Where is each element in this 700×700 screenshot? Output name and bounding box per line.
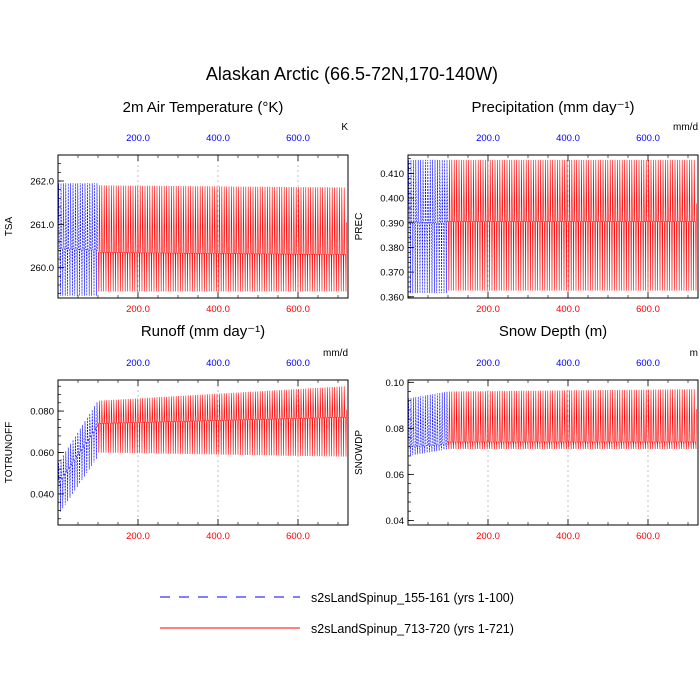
- series-line-runoff-1: [58, 402, 99, 512]
- y-axis-label-tsa: TSA: [4, 216, 15, 236]
- plot-area-runoff: [58, 386, 347, 512]
- plot-area-snowdp: [408, 389, 697, 456]
- top-tick-label-prec: 600.0: [636, 133, 660, 144]
- bottom-tick-label-prec: 600.0: [636, 304, 660, 315]
- y-tick-label-prec: 0.400: [380, 194, 404, 205]
- plot-area-prec: [408, 159, 697, 294]
- y-tick-label-snowdp: 0.06: [386, 470, 405, 481]
- bottom-tick-label-prec: 200.0: [476, 304, 500, 315]
- bottom-tick-label-runoff: 400.0: [206, 531, 230, 542]
- top-tick-label-runoff: 200.0: [126, 358, 150, 369]
- panel-title-prec: Precipitation (mm day⁻¹): [472, 99, 635, 116]
- legend-label-2: s2sLandSpinup_713-720 (yrs 1-721): [311, 622, 514, 636]
- series-line-runoff-2: [98, 386, 347, 457]
- units-label-snowdp: m: [690, 348, 698, 359]
- y-tick-label-snowdp: 0.10: [386, 378, 405, 389]
- panel-runoff: Runoff (mm day⁻¹) mm/d TOTRUNOFF 0.040 0.060…: [4, 323, 349, 542]
- y-axis-label-prec: PREC: [354, 213, 365, 241]
- top-tick-label-snowdp: 600.0: [636, 358, 660, 369]
- bottom-tick-label-runoff: 600.0: [286, 531, 310, 542]
- y-tick-label-tsa: 261.0: [30, 220, 54, 231]
- y-axis-label-runoff: TOTRUNOFF: [4, 422, 15, 483]
- y-tick-label-prec: 0.410: [380, 169, 404, 180]
- units-label-tsa: K: [341, 122, 348, 133]
- legend-label-1: s2sLandSpinup_155-161 (yrs 1-100): [311, 591, 514, 605]
- y-axis-label-snowdp: SNOWDP: [354, 430, 365, 475]
- y-tick-label-tsa: 262.0: [30, 177, 54, 188]
- series-line-prec-2: [448, 159, 697, 291]
- y-tick-label-runoff: 0.080: [30, 407, 54, 418]
- top-tick-label-prec: 200.0: [476, 133, 500, 144]
- y-tick-label-snowdp: 0.08: [386, 424, 405, 435]
- series-line-snowdp-1: [408, 391, 449, 456]
- panel-title-tsa: 2m Air Temperature (°K): [123, 99, 284, 116]
- legend: s2sLandSpinup_155-161 (yrs 1-100) s2sLand…: [160, 591, 514, 636]
- top-tick-label-snowdp: 400.0: [556, 358, 580, 369]
- bottom-tick-label-tsa: 400.0: [206, 304, 230, 315]
- plot-frame-snowdp: [407, 379, 699, 526]
- bottom-tick-label-tsa: 200.0: [126, 304, 150, 315]
- plot-frame-prec: [407, 154, 699, 299]
- panel-snowdp: Snow Depth (m) m SNOWDP 0.04 0.06 0.08 0.10 200…: [354, 323, 699, 542]
- series-line-snowdp-2: [448, 389, 697, 450]
- y-tick-label-tsa: 260.0: [30, 263, 54, 274]
- top-tick-label-tsa: 400.0: [206, 133, 230, 144]
- top-tick-label-prec: 400.0: [556, 133, 580, 144]
- y-tick-label-runoff: 0.040: [30, 489, 54, 500]
- panel-title-runoff: Runoff (mm day⁻¹): [141, 323, 265, 340]
- top-tick-label-tsa: 200.0: [126, 133, 150, 144]
- units-label-runoff: mm/d: [323, 348, 348, 359]
- bottom-tick-label-snowdp: 400.0: [556, 531, 580, 542]
- top-tick-label-tsa: 600.0: [286, 133, 310, 144]
- y-tick-label-prec: 0.360: [380, 292, 404, 303]
- panel-prec: Precipitation (mm day⁻¹) mm/d PREC 0.360 0.3…: [354, 99, 699, 315]
- y-tick-label-runoff: 0.060: [30, 448, 54, 459]
- plot-area-tsa: [58, 183, 347, 296]
- top-tick-label-runoff: 600.0: [286, 358, 310, 369]
- top-tick-label-runoff: 400.0: [206, 358, 230, 369]
- y-tick-label-prec: 0.380: [380, 243, 404, 254]
- bottom-tick-label-tsa: 600.0: [286, 304, 310, 315]
- units-label-prec: mm/d: [673, 122, 698, 133]
- series-line-prec-1: [408, 159, 448, 294]
- panel-tsa: 2m Air Temperature (°K) K TSA 260.0 261.0 262…: [4, 99, 349, 315]
- series-line-tsa-1: [58, 183, 98, 296]
- y-tick-label-prec: 0.370: [380, 268, 404, 279]
- plot-frame-tsa: [57, 154, 349, 299]
- bottom-tick-label-prec: 400.0: [556, 304, 580, 315]
- y-tick-label-snowdp: 0.04: [386, 516, 405, 527]
- panel-title-snowdp: Snow Depth (m): [499, 323, 607, 340]
- top-tick-label-snowdp: 200.0: [476, 358, 500, 369]
- bottom-tick-label-snowdp: 600.0: [636, 531, 660, 542]
- bottom-tick-label-runoff: 200.0: [126, 531, 150, 542]
- figure-title: Alaskan Arctic (66.5-72N,170-140W): [206, 64, 498, 84]
- bottom-tick-label-snowdp: 200.0: [476, 531, 500, 542]
- y-tick-label-prec: 0.390: [380, 218, 404, 229]
- series-line-tsa-2: [98, 185, 347, 292]
